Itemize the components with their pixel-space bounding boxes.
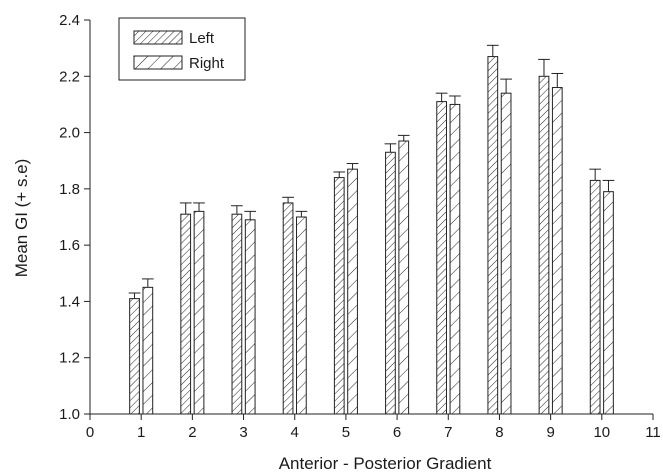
- bar-left: [436, 101, 447, 415]
- bar-left: [487, 56, 499, 415]
- bar-left: [231, 213, 243, 415]
- y-axis-title: Mean GI (+ s.e): [12, 159, 31, 278]
- bar-left: [180, 213, 192, 415]
- bar-right: [142, 286, 154, 415]
- bar-right: [347, 168, 358, 415]
- y-tick-label: 1.8: [59, 181, 80, 198]
- x-tick-label: 9: [546, 424, 554, 441]
- bar-right: [193, 210, 205, 415]
- y-tick-label: 2.2: [59, 68, 80, 85]
- bar-right: [551, 87, 563, 415]
- bar-left: [538, 75, 550, 415]
- legend-label-right: Right: [189, 55, 225, 72]
- bar-left: [129, 298, 140, 415]
- x-tick-label: 10: [593, 424, 610, 441]
- x-tick-label: 4: [291, 424, 299, 441]
- x-axis-title: Anterior - Posterior Gradient: [279, 454, 492, 473]
- bar-left: [385, 151, 396, 415]
- bar-left: [282, 202, 294, 415]
- bar-right: [398, 140, 410, 415]
- bar-right: [296, 216, 307, 415]
- bar-right: [603, 191, 614, 415]
- bars: [129, 56, 614, 415]
- x-tick-label: 5: [342, 424, 350, 441]
- bar-right: [500, 92, 512, 415]
- legend-box: [118, 17, 246, 81]
- legend: Left Right: [118, 17, 246, 81]
- bar-left: [333, 177, 345, 415]
- y-tick-label: 1.0: [59, 406, 80, 423]
- x-tick-label: 3: [239, 424, 247, 441]
- y-tick-label: 2.0: [59, 125, 80, 142]
- legend-swatch-right: [133, 55, 183, 70]
- x-tick-label: 8: [495, 424, 503, 441]
- error-bars: [128, 44, 615, 299]
- legend-swatch-left: [133, 30, 183, 45]
- y-tick-label: 1.6: [59, 237, 80, 254]
- x-tick-label: 7: [444, 424, 452, 441]
- x-tick-label: 2: [188, 424, 196, 441]
- x-tick-label: 11: [645, 424, 661, 441]
- y-tick-label: 1.2: [59, 350, 80, 367]
- axes: 1.0 1.2 1.4 1.6 1.8 2.0 2.2 2.4 0 1 2 3 4 5 6 7 8 9 10 11: [59, 12, 661, 441]
- legend-label-left: Left: [189, 30, 215, 47]
- x-tick-label: 0: [86, 424, 94, 441]
- bar-right: [449, 103, 461, 415]
- bar-right: [244, 219, 256, 415]
- x-tick-label: 6: [393, 424, 401, 441]
- y-tick-label: 1.4: [59, 293, 80, 310]
- bar-left: [589, 179, 601, 415]
- y-tick-label: 2.4: [59, 12, 80, 29]
- x-tick-label: 1: [137, 424, 145, 441]
